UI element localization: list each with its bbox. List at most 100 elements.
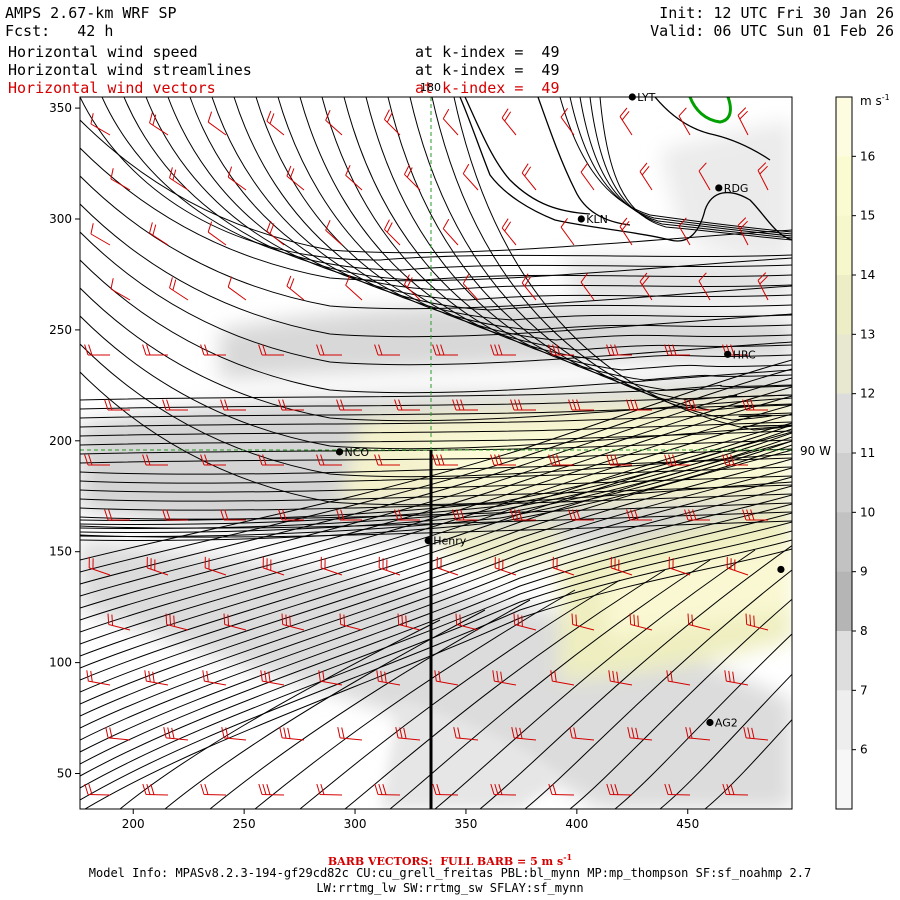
wind-barb [568, 399, 594, 411]
wind-barb [395, 727, 421, 741]
wind-barb [286, 165, 305, 191]
wind-barb [757, 272, 769, 301]
streamline [84, 548, 792, 809]
wind-barb [490, 454, 516, 466]
wind-barb [606, 454, 632, 466]
wind-barb [668, 556, 691, 576]
streamline [167, 97, 792, 301]
wind-barb [462, 273, 479, 301]
wind-barb [378, 556, 401, 576]
wind-barb [432, 783, 459, 796]
wind-barb [629, 613, 653, 631]
streamline [145, 97, 792, 291]
wind-barb [664, 783, 691, 796]
wind-barb [110, 168, 131, 191]
wind-barb [610, 556, 633, 576]
streamline [101, 97, 792, 271]
wind-barb [318, 670, 343, 686]
wind-barb [684, 509, 710, 521]
wind-barb [200, 344, 226, 356]
valid-time: Valid: 06 UTC Sun 01 Feb 26 [650, 22, 894, 40]
colorbar-level: 16 [860, 149, 875, 163]
wind-barb [571, 613, 595, 631]
y-tick-label: 100 [49, 656, 72, 670]
wind-barb [286, 275, 305, 301]
green-contour [688, 97, 732, 124]
wind-barb [664, 344, 690, 356]
wind-barb [223, 613, 247, 631]
streamline [189, 97, 792, 311]
wind-barb [490, 783, 517, 796]
colorbar-level: 13 [860, 327, 875, 341]
wind-barb [434, 670, 459, 686]
wind-barb [432, 344, 458, 356]
colorbar-level: 8 [860, 624, 868, 638]
wind-barb [560, 218, 575, 246]
wind-barb [397, 613, 421, 631]
wind-barb [202, 670, 227, 686]
wind-barb [339, 613, 363, 631]
wind-barb [376, 670, 401, 686]
colorbar-swatch [836, 393, 852, 454]
wind-barb [722, 783, 749, 796]
coastline [459, 97, 792, 242]
streamline [80, 422, 792, 645]
field-name-streamlines: Horizontal wind streamlines [8, 61, 252, 79]
y-tick-label: 250 [49, 323, 72, 337]
wind-barb [90, 223, 111, 246]
forecast-hour: Fcst: 42 h [5, 22, 114, 40]
wind-barb [492, 670, 517, 686]
wind-barb [442, 108, 459, 136]
field-level-speed: at k-index = 49 [415, 43, 560, 61]
wind-barb [278, 399, 304, 411]
wind-barb [432, 454, 458, 466]
streamline [80, 493, 792, 511]
streamline [80, 371, 792, 506]
station-marker [706, 718, 714, 727]
colorbar-swatch [836, 156, 852, 217]
streamline [80, 494, 792, 741]
colorbar-level: 9 [860, 565, 868, 579]
wind-barb [320, 556, 343, 576]
station-marker [724, 350, 732, 358]
x-tick-label: 300 [344, 817, 367, 831]
streamline [80, 530, 792, 789]
streamline [209, 599, 531, 809]
wind-barb [452, 399, 478, 411]
wind-barb [84, 454, 110, 466]
streamline [80, 421, 792, 437]
streamline [343, 97, 792, 381]
station-marker [777, 565, 785, 574]
wind-barb [511, 727, 537, 741]
wind-barb [501, 108, 517, 136]
wind-barb [316, 454, 342, 466]
streamline [80, 231, 792, 366]
wind-barb [560, 108, 575, 136]
wind-barb [110, 278, 131, 301]
wind-barb [84, 783, 111, 796]
colorbar-swatch [836, 631, 852, 691]
wind-barb [374, 344, 400, 356]
model-physics: LW:rrtmg_lw SW:rrtmg_sw SFLAY:sf_mynn [316, 881, 584, 895]
y-tick-label: 350 [49, 101, 72, 115]
streamline [80, 97, 792, 261]
station-marker [335, 448, 344, 456]
wind-barb [162, 509, 188, 521]
wind-barb [580, 273, 595, 301]
streamline [80, 432, 792, 529]
streamline [123, 97, 792, 281]
streamline [80, 502, 792, 520]
wind-barb [325, 220, 343, 246]
wind-barb [742, 509, 768, 521]
colorbar-level: 7 [860, 683, 868, 697]
model-info: Model Info: MPASv8.2.3-194-gf29cd82c CU:… [88, 866, 812, 880]
streamline [80, 512, 792, 765]
wind-barb [436, 556, 459, 576]
streamline [80, 412, 792, 428]
wind-barb [552, 556, 575, 576]
wind-barb [142, 454, 168, 466]
field-name-speed: Horizontal wind speed [8, 43, 198, 61]
wind-barb [105, 727, 131, 741]
streamline [80, 503, 792, 753]
wind-barb [453, 727, 479, 741]
